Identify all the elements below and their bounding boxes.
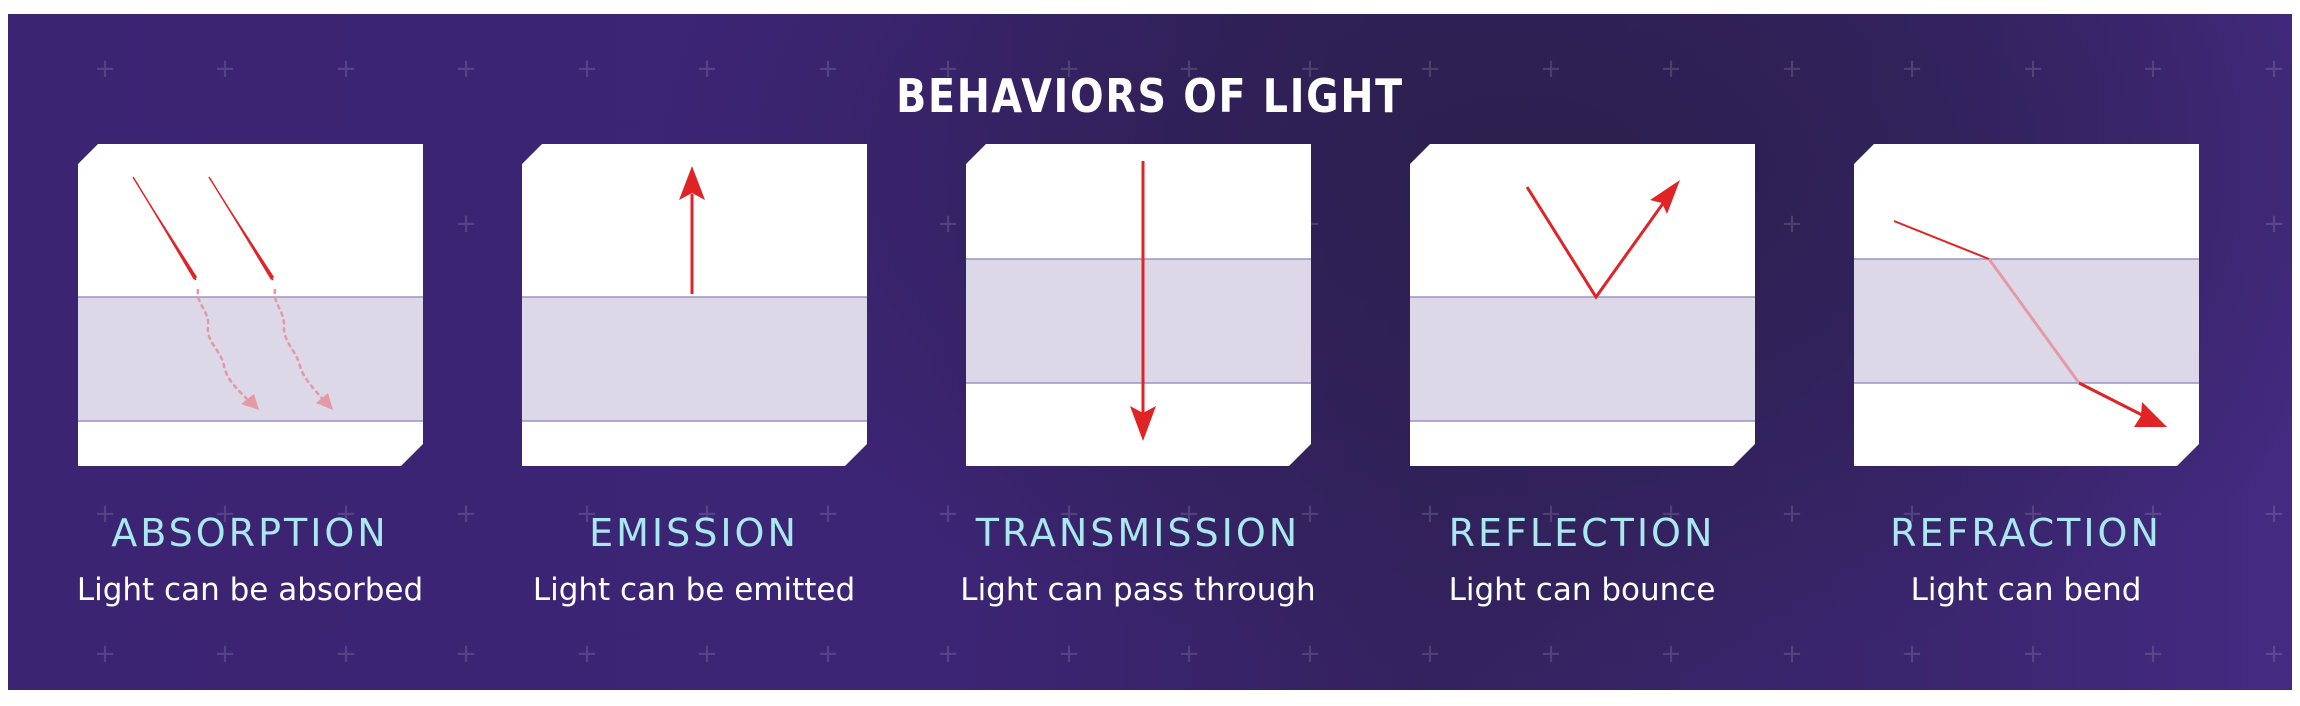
emission-label: EMISSION — [589, 511, 799, 555]
emitted-light-arrow — [679, 166, 705, 294]
absorbed-light-path-left — [196, 288, 256, 408]
decorative-plus-mark: + — [2263, 639, 2285, 669]
decorative-plus-mark: + — [937, 54, 959, 84]
decorative-plus-mark: + — [1419, 639, 1441, 669]
decorative-plus-mark: + — [2263, 54, 2285, 84]
decorative-plus-mark: + — [214, 54, 236, 84]
decorative-plus-mark: + — [1178, 499, 1200, 529]
transparent-medium — [966, 259, 1311, 383]
transmitted-light-arrow — [1130, 161, 1156, 441]
decorative-plus-mark: + — [335, 499, 357, 529]
decorative-plus-mark: + — [1540, 54, 1562, 84]
decorative-plus-mark: + — [214, 639, 236, 669]
decorative-plus-mark: + — [1299, 639, 1321, 669]
reflection-label: REFLECTION — [1448, 511, 1716, 555]
decorative-plus-mark: + — [1178, 54, 1200, 84]
decorative-plus-mark: + — [1058, 54, 1080, 84]
decorative-plus-mark: + — [335, 54, 357, 84]
refraction-description: Light can bend — [1910, 572, 2142, 608]
decorative-plus-mark: + — [214, 499, 236, 529]
incoming-light-arrow-left — [132, 176, 197, 281]
decorative-plus-mark: + — [937, 499, 959, 529]
absorption-card — [78, 144, 423, 466]
decorative-plus-mark: + — [455, 209, 477, 239]
decorative-plus-mark: + — [817, 54, 839, 84]
decorative-plus-mark: + — [1540, 499, 1562, 529]
decorative-plus-mark: + — [937, 209, 959, 239]
decorative-plus-mark: + — [937, 639, 959, 669]
refraction-card — [1854, 144, 2199, 466]
decorative-plus-mark: + — [1901, 54, 1923, 84]
refracted-light-arrow — [1893, 220, 2167, 427]
decorative-plus-mark: + — [1299, 499, 1321, 529]
refracting-medium — [1854, 259, 2199, 383]
decorative-plus-mark: + — [335, 639, 357, 669]
reflection-description: Light can bounce — [1448, 572, 1716, 608]
decorative-plus-mark: + — [817, 639, 839, 669]
decorative-plus-mark: + — [696, 499, 718, 529]
decorative-plus-mark: + — [455, 499, 477, 529]
decorative-plus-mark: + — [2142, 54, 2164, 84]
emission-card — [522, 144, 867, 466]
decorative-plus-mark: + — [2263, 499, 2285, 529]
decorative-plus-mark: + — [1058, 639, 1080, 669]
decorative-plus-mark: + — [696, 54, 718, 84]
decorative-plus-mark: + — [455, 54, 477, 84]
decorative-plus-mark: + — [1781, 54, 1803, 84]
decorative-plus-mark: + — [1781, 639, 1803, 669]
absorption-label: ABSORPTION — [111, 511, 389, 555]
emitting-medium — [522, 297, 867, 421]
decorative-plus-mark: + — [2142, 499, 2164, 529]
transmission-card — [966, 144, 1311, 466]
decorative-plus-mark: + — [1540, 639, 1562, 669]
reflected-light-arrow — [1525, 180, 1680, 300]
decorative-plus-mark: + — [94, 499, 116, 529]
decorative-plus-mark: + — [576, 499, 598, 529]
decorative-plus-mark: + — [817, 499, 839, 529]
decorative-plus-mark: + — [576, 639, 598, 669]
decorative-plus-mark: + — [2142, 639, 2164, 669]
incoming-light-arrow-right — [208, 176, 274, 281]
reflecting-medium — [1410, 297, 1755, 421]
decorative-plus-mark: + — [1660, 639, 1682, 669]
decorative-plus-mark: + — [1901, 499, 1923, 529]
decorative-plus-mark: + — [2022, 639, 2044, 669]
decorative-plus-mark: + — [2263, 209, 2285, 239]
refraction-label: REFRACTION — [1890, 511, 2162, 555]
decorative-plus-mark: + — [1660, 499, 1682, 529]
transmission-description: Light can pass through — [960, 572, 1316, 608]
transmission-label: TRANSMISSION — [975, 511, 1301, 555]
absorbed-arrowhead-left — [241, 394, 259, 410]
decorative-plus-mark: + — [1901, 639, 1923, 669]
decorative-plus-mark: + — [1781, 499, 1803, 529]
decorative-plus-mark: + — [94, 54, 116, 84]
decorative-plus-mark: + — [576, 54, 598, 84]
reflection-card — [1410, 144, 1755, 466]
page-title: BEHAVIORS OF LIGHT — [896, 69, 1404, 123]
absorption-description: Light can be absorbed — [76, 572, 424, 608]
decorative-plus-mark: + — [1419, 499, 1441, 529]
decorative-plus-mark: + — [696, 639, 718, 669]
decorative-plus-mark: + — [94, 639, 116, 669]
banner-background: + + + + + + + + + + + + + + + + + + + + + + + + + + + + + + + + + + + + + + + +… — [8, 14, 2292, 690]
decorative-plus-mark: + — [1178, 639, 1200, 669]
absorbed-arrowhead-right — [316, 393, 333, 410]
decorative-plus-mark: + — [1660, 54, 1682, 84]
decorative-plus-mark: + — [1419, 54, 1441, 84]
decorative-plus-mark: + — [2022, 54, 2044, 84]
decorative-plus-mark: + — [1781, 209, 1803, 239]
absorbed-light-path-right — [273, 288, 330, 408]
decorative-plus-mark: + — [1058, 499, 1080, 529]
emission-description: Light can be emitted — [532, 572, 856, 608]
decorative-plus-mark: + — [1299, 54, 1321, 84]
decorative-plus-mark: + — [2022, 499, 2044, 529]
decorative-plus-mark: + — [455, 639, 477, 669]
